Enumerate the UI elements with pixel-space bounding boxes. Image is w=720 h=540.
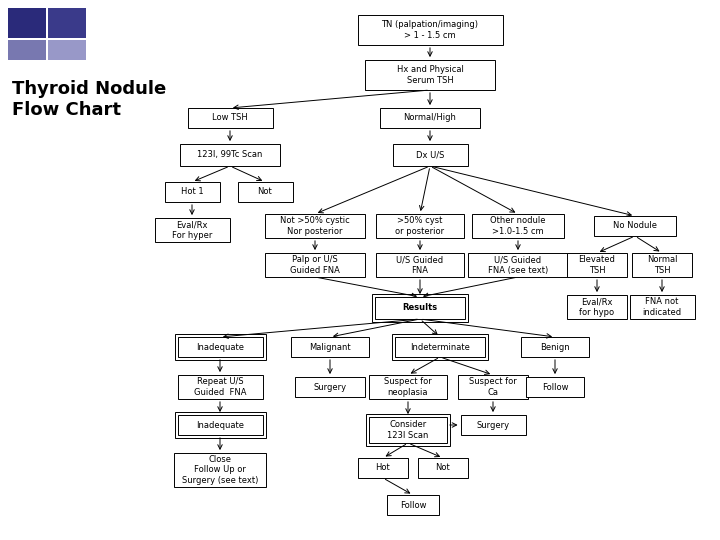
Text: Normal/High: Normal/High: [404, 113, 456, 123]
Text: Other nodule
>1.0-1.5 cm: Other nodule >1.0-1.5 cm: [490, 217, 546, 235]
Text: Low TSH: Low TSH: [212, 113, 248, 123]
Text: Not: Not: [436, 463, 451, 472]
Bar: [358, 458, 408, 478]
Text: Close
Follow Up or
Surgery (see text): Close Follow Up or Surgery (see text): [182, 455, 258, 485]
Bar: [8, 8, 46, 38]
Text: FNA not
indicated: FNA not indicated: [642, 298, 682, 316]
Bar: [366, 414, 450, 446]
Text: Dx U/S: Dx U/S: [416, 151, 444, 159]
Text: Results: Results: [402, 303, 438, 313]
Bar: [238, 182, 292, 202]
Bar: [178, 337, 263, 357]
Text: Surgery: Surgery: [313, 382, 346, 392]
Bar: [187, 108, 272, 128]
Bar: [365, 60, 495, 90]
Text: Inadequate: Inadequate: [196, 342, 244, 352]
Bar: [358, 15, 503, 45]
Text: Elevated
TSH: Elevated TSH: [579, 255, 616, 275]
Bar: [265, 214, 365, 238]
Bar: [174, 334, 266, 360]
Bar: [155, 218, 230, 242]
Text: U/S Guided
FNA (see text): U/S Guided FNA (see text): [488, 255, 548, 275]
Bar: [461, 415, 526, 435]
Bar: [376, 253, 464, 277]
Bar: [472, 214, 564, 238]
Bar: [392, 334, 488, 360]
Bar: [180, 144, 280, 166]
Text: Surgery: Surgery: [477, 421, 510, 429]
Text: Repeat U/S
Guided  FNA: Repeat U/S Guided FNA: [194, 377, 246, 397]
Bar: [521, 337, 589, 357]
Text: TN (palpation/imaging)
> 1 - 1.5 cm: TN (palpation/imaging) > 1 - 1.5 cm: [382, 21, 479, 40]
Bar: [174, 453, 266, 487]
Text: Thyroid Nodule
Flow Chart: Thyroid Nodule Flow Chart: [12, 80, 166, 119]
Text: Not >50% cystic
Nor posterior: Not >50% cystic Nor posterior: [280, 217, 350, 235]
Text: Palp or U/S
Guided FNA: Palp or U/S Guided FNA: [290, 255, 340, 275]
Bar: [372, 294, 468, 322]
Bar: [174, 412, 266, 438]
Text: Indeterminate: Indeterminate: [410, 342, 470, 352]
Bar: [387, 495, 439, 515]
Bar: [594, 216, 676, 236]
Bar: [178, 375, 263, 399]
Text: >50% cyst
or posterior: >50% cyst or posterior: [395, 217, 444, 235]
Text: No Nodule: No Nodule: [613, 221, 657, 231]
Text: Eval/Rx
for hypo: Eval/Rx for hypo: [580, 298, 615, 316]
Text: U/S Guided
FNA: U/S Guided FNA: [397, 255, 444, 275]
Text: Hx and Physical
Serum TSH: Hx and Physical Serum TSH: [397, 65, 464, 85]
Bar: [369, 375, 447, 399]
Text: Inadequate: Inadequate: [196, 421, 244, 429]
Text: Follow: Follow: [400, 501, 426, 510]
Text: Malignant: Malignant: [309, 342, 351, 352]
Text: Suspect for
neoplasia: Suspect for neoplasia: [384, 377, 432, 397]
Bar: [632, 253, 692, 277]
Bar: [48, 40, 86, 60]
Bar: [629, 295, 695, 319]
Bar: [178, 415, 263, 435]
Text: Hot 1: Hot 1: [181, 187, 203, 197]
Bar: [418, 458, 468, 478]
Text: Normal
TSH: Normal TSH: [647, 255, 678, 275]
Text: Follow: Follow: [541, 382, 568, 392]
Bar: [458, 375, 528, 399]
Bar: [468, 253, 568, 277]
Text: Suspect for
Ca: Suspect for Ca: [469, 377, 517, 397]
Text: Consider
123I Scan: Consider 123I Scan: [387, 420, 428, 440]
Bar: [376, 214, 464, 238]
Bar: [164, 182, 220, 202]
Bar: [291, 337, 369, 357]
Text: Eval/Rx
For hyper: Eval/Rx For hyper: [172, 220, 212, 240]
Bar: [8, 40, 46, 60]
Bar: [526, 377, 584, 397]
Bar: [395, 337, 485, 357]
Bar: [295, 377, 365, 397]
Bar: [567, 295, 627, 319]
Text: 123I, 99Tc Scan: 123I, 99Tc Scan: [197, 151, 263, 159]
Bar: [48, 8, 86, 38]
Text: Not: Not: [258, 187, 272, 197]
Bar: [369, 417, 447, 443]
Bar: [265, 253, 365, 277]
Bar: [375, 297, 465, 319]
Bar: [567, 253, 627, 277]
Bar: [392, 144, 467, 166]
Bar: [380, 108, 480, 128]
Text: Benign: Benign: [540, 342, 570, 352]
Text: Hot: Hot: [376, 463, 390, 472]
